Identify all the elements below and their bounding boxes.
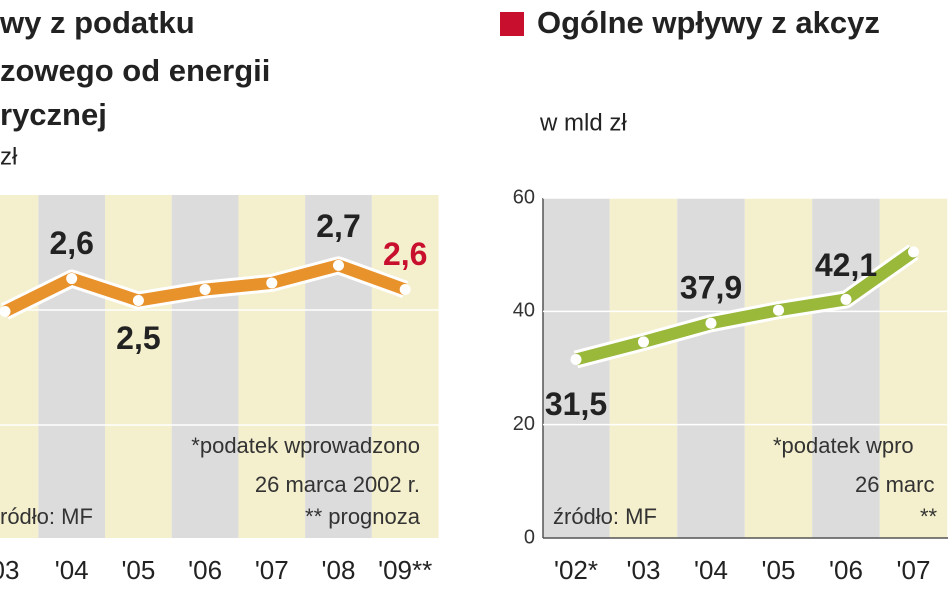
point: [570, 354, 582, 365]
series-line: [574, 246, 917, 366]
point: [132, 295, 144, 307]
point: [399, 284, 411, 296]
band: [744, 198, 813, 538]
chart-title: zowego od energii: [0, 53, 270, 88]
annotation: 26 marca 2002 r.: [255, 472, 420, 497]
band: [677, 198, 745, 538]
x-tick-label: '05: [762, 555, 796, 585]
chart-title: wy z podatku: [0, 5, 195, 40]
y-tick-label: 0: [524, 526, 535, 548]
legend-swatch: [500, 12, 524, 36]
point: [638, 336, 649, 348]
x-tick-label: '06: [829, 555, 863, 585]
x-tick-label: '05: [121, 555, 155, 585]
x-tick-label: '06: [188, 555, 222, 585]
x-tick-label: '09**: [378, 555, 432, 585]
annotation: 26 marc: [855, 472, 934, 497]
y-tick-label: 40: [513, 300, 535, 322]
band: [609, 198, 678, 538]
x-tick-label: '03: [627, 555, 661, 585]
data-label: 37,9: [680, 270, 742, 306]
y-tick-label: 20: [513, 413, 535, 435]
annotation: źródło: MF: [553, 504, 657, 529]
point: [199, 284, 211, 296]
x-tick-label: '02*: [554, 555, 598, 585]
point: [705, 317, 717, 329]
data-label: 31,5: [545, 386, 607, 422]
band: [38, 195, 106, 538]
chart-title: rycznej: [0, 97, 107, 132]
data-label: 2,5: [116, 320, 160, 356]
y-tick-label: 60: [513, 186, 535, 208]
point: [0, 306, 11, 318]
x-tick-label: '08: [322, 555, 356, 585]
annotation: **: [920, 504, 938, 529]
band: [543, 198, 610, 538]
band: [0, 195, 39, 538]
point: [266, 277, 278, 289]
point: [908, 246, 919, 258]
annotation: *podatek wpro: [773, 433, 914, 458]
data-label: 2,7: [316, 208, 360, 244]
chart-subtitle: zł: [0, 143, 18, 170]
annotation: ródło: MF: [0, 504, 93, 529]
band: [238, 195, 306, 538]
data-label: 2,6: [383, 236, 427, 272]
annotation: ** prognoza: [305, 504, 421, 529]
band: [371, 195, 439, 538]
x-tick-label: '04: [55, 555, 89, 585]
data-label: 42,1: [815, 247, 877, 283]
point: [66, 273, 78, 285]
band: [305, 195, 372, 538]
band: [171, 195, 239, 538]
x-tick-label: '07: [897, 555, 931, 585]
point: [840, 293, 852, 305]
x-tick-label: 03: [0, 555, 19, 585]
band: [105, 195, 172, 538]
chart-title: Ogólne wpływy z akcyz: [537, 5, 880, 40]
annotation: *podatek wprowadzono: [191, 433, 420, 458]
data-label: 2,6: [49, 225, 93, 261]
x-tick-label: '07: [255, 555, 289, 585]
band: [812, 198, 880, 538]
point: [773, 304, 784, 316]
x-tick-label: '04: [694, 555, 728, 585]
point: [333, 259, 344, 271]
chart-subtitle: w mld zł: [539, 109, 627, 136]
